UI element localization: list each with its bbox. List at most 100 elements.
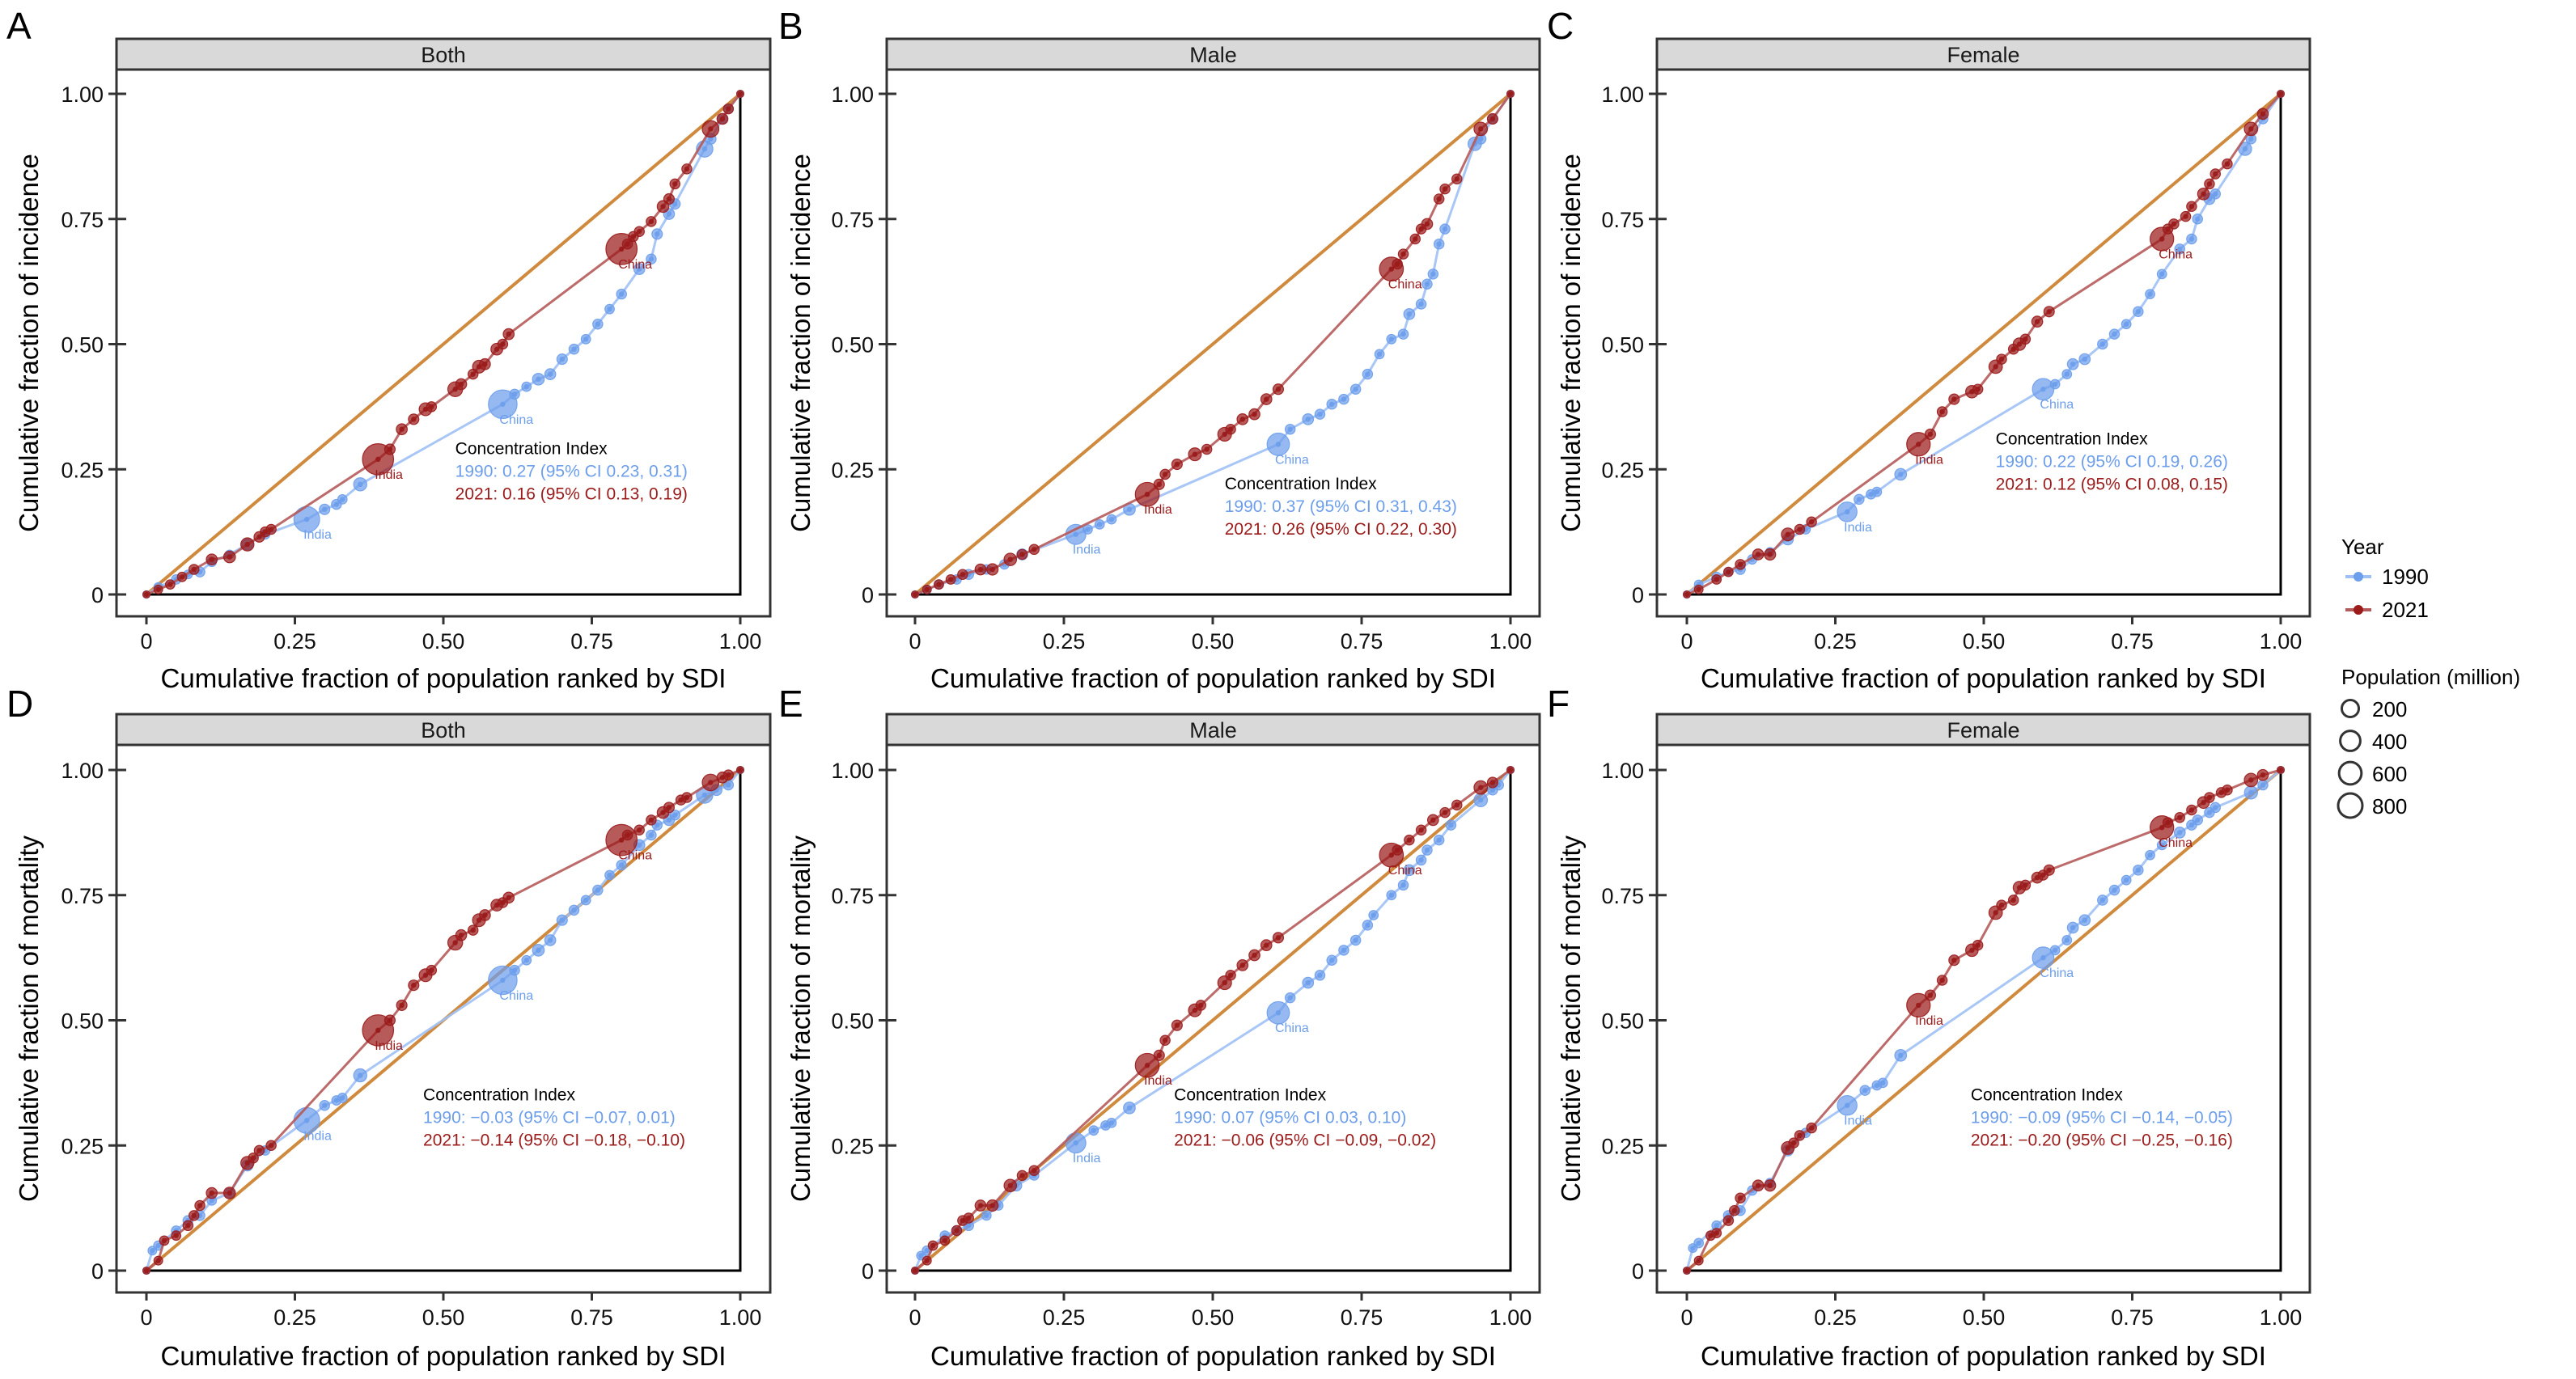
data-point-center	[155, 1258, 161, 1263]
data-point-center	[1442, 186, 1448, 192]
data-point-center	[924, 586, 930, 593]
point-label-india: India	[1073, 1152, 1101, 1165]
data-point-center	[500, 977, 506, 983]
data-point-center	[1032, 1168, 1037, 1174]
data-point-center	[500, 341, 506, 347]
series-2021: India China	[1682, 765, 2286, 1275]
y-tick-label: 0	[91, 583, 104, 607]
data-point-center	[1388, 266, 1395, 272]
data-point-center	[1684, 591, 1690, 598]
data-point-center	[1808, 519, 1815, 525]
data-point-center	[1696, 586, 1701, 593]
data-point-center	[2023, 882, 2028, 888]
data-point-center	[1755, 552, 1761, 557]
data-point-center	[1880, 1080, 1886, 1086]
data-point-center	[1424, 281, 1430, 287]
data-point-center	[1144, 492, 1150, 497]
data-point-center	[977, 566, 984, 573]
data-point-center	[256, 534, 262, 540]
data-point-center	[571, 346, 577, 352]
data-point-center	[1317, 411, 1323, 417]
data-point-center	[2159, 236, 2165, 242]
data-point-center	[1019, 1173, 1025, 1178]
data-point-center	[1162, 472, 1168, 477]
y-axis-title: Cumulative fraction of mortality	[14, 835, 44, 1202]
data-point-center	[1714, 1230, 1719, 1236]
data-point-center	[2099, 341, 2105, 347]
x-tick-label: 0.50	[1192, 629, 1235, 654]
data-point-center	[936, 582, 942, 587]
data-point-center	[1454, 176, 1460, 182]
data-point-center	[1341, 396, 1347, 402]
equality-line	[145, 92, 742, 596]
data-point-center	[494, 346, 500, 352]
data-point-center	[155, 1242, 161, 1249]
data-point-center	[1406, 837, 1413, 843]
data-point-center	[1726, 569, 1731, 575]
data-point-center	[429, 404, 434, 410]
data-point-center	[1856, 497, 1862, 502]
data-point-center	[1714, 577, 1719, 582]
data-point-center	[684, 794, 690, 801]
data-point-center	[666, 817, 672, 823]
data-point-center	[655, 231, 660, 237]
data-point-center	[1696, 1258, 1701, 1263]
data-point-center	[737, 767, 744, 773]
data-point-center	[1275, 387, 1282, 392]
data-point-center	[1448, 822, 1454, 828]
data-point-center	[726, 772, 731, 778]
data-point-center	[2213, 191, 2218, 197]
data-point-center	[1287, 426, 1293, 432]
point-label-china: China	[499, 413, 533, 427]
data-point-center	[1998, 356, 2005, 362]
data-point-center	[2188, 807, 2195, 813]
data-point-center	[2248, 136, 2254, 142]
x-tick-label: 0.75	[570, 629, 613, 654]
point-label-india: India	[1915, 453, 1943, 467]
y-tick-label: 1.00	[831, 82, 874, 107]
data-point-center	[1418, 857, 1424, 863]
y-axis-title: Cumulative fraction of mortality	[786, 835, 816, 1202]
data-point-center	[1785, 531, 1790, 537]
data-point-center	[2046, 309, 2052, 315]
data-point-center	[1424, 221, 1430, 227]
data-point-center	[1507, 91, 1514, 97]
x-tick-label: 1.00	[2260, 1305, 2303, 1330]
data-point-center	[708, 780, 714, 785]
data-point-center	[726, 106, 731, 112]
data-point-center	[2224, 161, 2231, 167]
data-point-center	[1430, 817, 1436, 823]
concentration-index-1990: 1990: −0.09 (95% CI −0.14, −0.05)	[1971, 1109, 2233, 1127]
data-point-center	[1400, 331, 1406, 337]
data-point-center	[984, 1212, 989, 1219]
y-tick-label: 0.25	[1601, 1134, 1644, 1158]
y-tick-label: 0.75	[61, 208, 104, 232]
concentration-index-1990: 1990: 0.07 (95% CI 0.03, 0.10)	[1174, 1109, 1406, 1127]
data-point-center	[1993, 910, 1998, 916]
data-point-center	[1019, 552, 1025, 557]
x-axis-title: Cumulative fraction of population ranked…	[161, 1341, 727, 1371]
data-point-center	[648, 256, 655, 262]
x-tick-label: 0.75	[2111, 629, 2154, 654]
data-point-center	[2183, 214, 2188, 219]
concentration-index-title: Concentration Index	[423, 1086, 575, 1105]
data-point-center	[399, 426, 405, 432]
y-tick-label: 0.50	[61, 1009, 104, 1034]
point-label-china: China	[2159, 248, 2193, 262]
data-point-center	[1329, 958, 1335, 963]
panel-a: A Both 0 0.25 0.50 0.75 1.00 0 0.25 0.50 0.75 1.00 C…	[6, 5, 772, 693]
data-point-center	[660, 810, 666, 815]
data-point-center	[1898, 472, 1904, 477]
panel-letter: D	[6, 683, 33, 725]
point-label-china: China	[2040, 967, 2074, 980]
y-tick-label: 0.75	[61, 884, 104, 908]
data-point-center	[1927, 431, 1934, 438]
data-point-center	[672, 812, 678, 818]
data-point-center	[1767, 1182, 1773, 1188]
data-point-center	[2260, 111, 2266, 116]
data-point-center	[1714, 1223, 1719, 1229]
data-point-center	[942, 1237, 948, 1244]
concentration-index-title: Concentration Index	[1996, 429, 2148, 448]
data-point-center	[2248, 777, 2254, 783]
data-point-center	[2206, 810, 2213, 815]
